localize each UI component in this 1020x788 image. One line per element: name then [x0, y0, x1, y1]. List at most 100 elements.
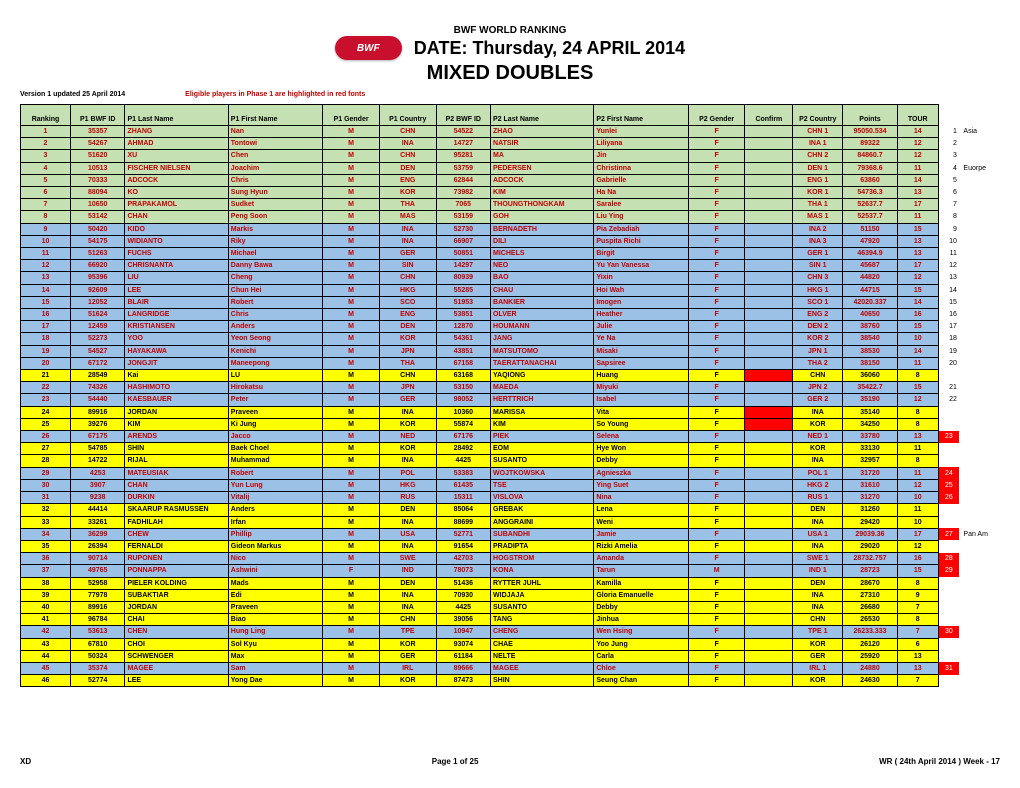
table-row: 2539276KIMKi JungMKOR55874KIMSo YoungFKO…	[21, 418, 1000, 430]
cell: PIELER KOLDING	[125, 577, 228, 589]
cell: NEO	[491, 260, 594, 272]
table-row: 1954527HAYAKAWAKenichiMJPN43851MATSUTOMO…	[21, 345, 1000, 357]
ranking-table: RankingP1 BWF IDP1 Last NameP1 First Nam…	[20, 104, 1000, 687]
cell: XU	[125, 150, 228, 162]
cell: F	[688, 333, 745, 345]
cell: 53142	[71, 211, 125, 223]
date-title: DATE: Thursday, 24 APRIL 2014	[414, 38, 685, 59]
cell: 37	[21, 565, 71, 577]
cell: Jin	[594, 150, 688, 162]
cell: Ha Na	[594, 187, 688, 199]
cell: 26394	[71, 540, 125, 552]
cell: SKAARUP RASMUSSEN	[125, 504, 228, 516]
cell: 10	[897, 333, 938, 345]
cell: SHIN	[125, 443, 228, 455]
cell: RUS	[379, 492, 436, 504]
cell: KIM	[125, 418, 228, 430]
cell: M	[323, 150, 380, 162]
cell: 12	[897, 479, 938, 491]
cell: 16	[897, 553, 938, 565]
cell: DEN	[379, 504, 436, 516]
cell: Riky	[228, 235, 322, 247]
table-row: 3977978SUBAKTIAREdiMINA70930WIDJAJAGlori…	[21, 589, 1000, 601]
cell: 4425	[436, 601, 490, 613]
cell	[745, 650, 793, 662]
cell: 26680	[843, 601, 897, 613]
cell: Tarun	[594, 565, 688, 577]
bwf-logo: BWF	[335, 36, 402, 60]
cell: M	[323, 199, 380, 211]
cell: F	[688, 394, 745, 406]
cell: Saralee	[594, 199, 688, 211]
cell: CHOI	[125, 638, 228, 650]
cell: 77978	[71, 589, 125, 601]
cell: KAESBAUER	[125, 394, 228, 406]
cell: 13	[897, 431, 938, 443]
table-row: 710650PRAPAKAMOLSudketMTHA7065THOUNGTHON…	[21, 199, 1000, 211]
cell: 52774	[71, 675, 125, 687]
cell: 35190	[843, 394, 897, 406]
cell: 9	[897, 589, 938, 601]
cell: 28732.757	[843, 553, 897, 565]
cell: M	[323, 162, 380, 174]
cell: 79368.6	[843, 162, 897, 174]
cell: LEE	[125, 284, 228, 296]
cell: Gideon Markus	[228, 540, 322, 552]
cell: TPE 1	[793, 626, 843, 638]
cell: 54522	[436, 126, 490, 138]
cell: Vitalij	[228, 492, 322, 504]
cell: M	[323, 516, 380, 528]
table-row: 2814722RIJALMuhammadMINA4425SUSANTODebby…	[21, 455, 1000, 467]
table-row: 1266920CHRISNANTADanny BawaMSIN14297NEOY…	[21, 260, 1000, 272]
cell: 34250	[843, 418, 897, 430]
cell	[745, 296, 793, 308]
cell: Nina	[594, 492, 688, 504]
cell	[745, 284, 793, 296]
cell: 51263	[71, 248, 125, 260]
cell: Chun Hei	[228, 284, 322, 296]
cell: 15	[21, 296, 71, 308]
cell: 91654	[436, 540, 490, 552]
table-row: 2067172JONGJITManeepongMTHA67158TAERATTA…	[21, 357, 1000, 369]
cell: HERTTRICH	[491, 394, 594, 406]
cell: DEN	[379, 321, 436, 333]
col-header: P2 First Name	[594, 105, 688, 126]
cell: 29	[21, 467, 71, 479]
cell: 45	[21, 662, 71, 674]
cell: KIM	[491, 187, 594, 199]
cell: 13	[21, 272, 71, 284]
cell: Yong Dae	[228, 675, 322, 687]
cell: M	[323, 528, 380, 540]
cell: IRL 1	[793, 662, 843, 674]
cell: Peter	[228, 394, 322, 406]
cell: KOR	[793, 638, 843, 650]
cell: 14	[897, 174, 938, 186]
cell	[745, 321, 793, 333]
cell: F	[688, 357, 745, 369]
cell: KOR	[793, 418, 843, 430]
cell: M	[323, 357, 380, 369]
cell: M	[323, 138, 380, 150]
cell: 13	[897, 662, 938, 674]
cell: Mads	[228, 577, 322, 589]
cell	[745, 614, 793, 626]
cell: RUS 1	[793, 492, 843, 504]
cell	[745, 540, 793, 552]
cell: THA	[379, 199, 436, 211]
cell	[745, 260, 793, 272]
cell: 42	[21, 626, 71, 638]
cell: 38540	[843, 333, 897, 345]
cell: THOUNGTHONGKAM	[491, 199, 594, 211]
cell: ANGGRAINI	[491, 516, 594, 528]
cell: MAGEE	[125, 662, 228, 674]
cell: LIU	[125, 272, 228, 284]
cell: 14722	[71, 455, 125, 467]
cell: 6	[21, 187, 71, 199]
cell: Jacco	[228, 431, 322, 443]
cell: 74326	[71, 382, 125, 394]
cell	[745, 577, 793, 589]
cell: 61435	[436, 479, 490, 491]
cell: YOO	[125, 333, 228, 345]
cell: 95050.534	[843, 126, 897, 138]
cell: 15	[897, 223, 938, 235]
